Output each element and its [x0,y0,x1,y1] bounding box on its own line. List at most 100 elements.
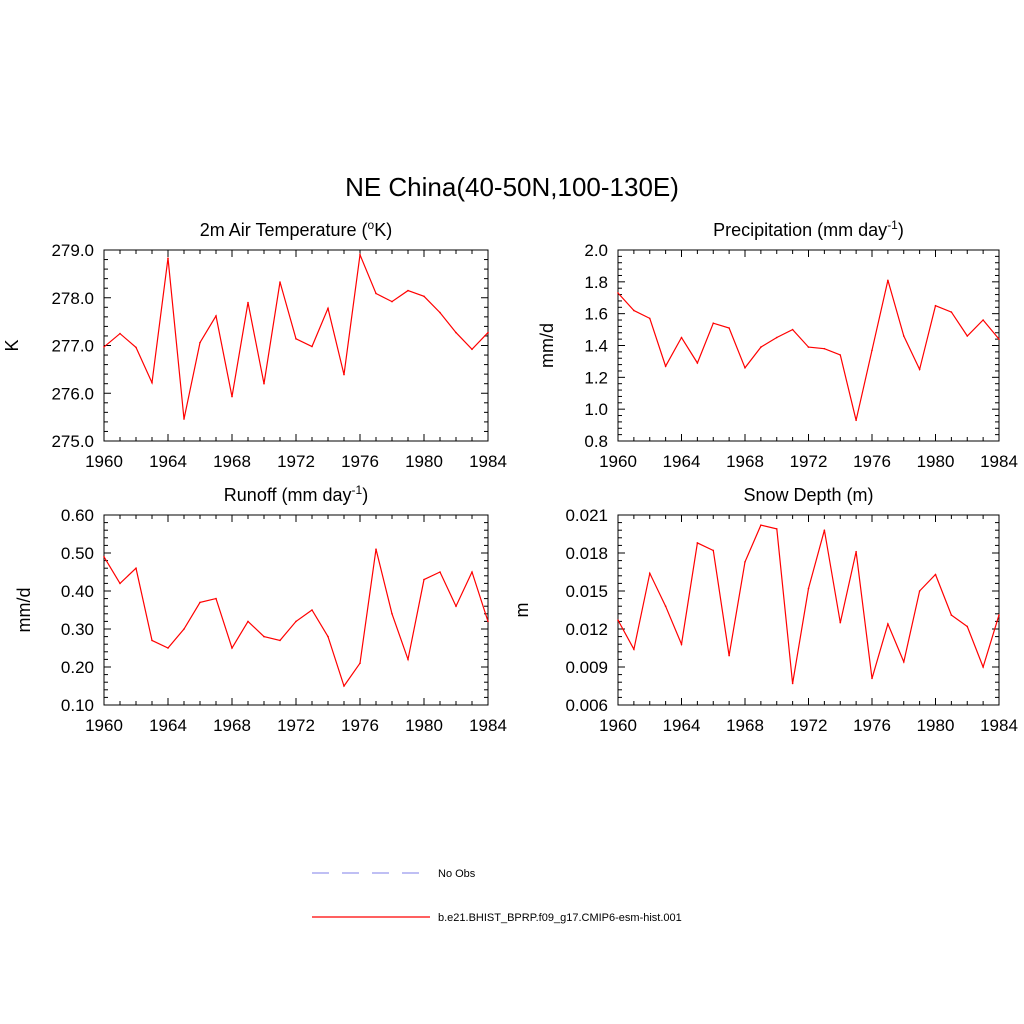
data-point [343,685,345,687]
data-point [359,253,361,256]
data-point [823,529,826,531]
data-point [183,418,185,420]
data-point [744,561,746,563]
y-tick-label: 277.0 [51,337,94,356]
y-tick-label: 0.006 [565,696,608,715]
data-point [775,528,778,530]
data-point [135,567,137,569]
main-title: NE China(40-50N,100-130E) [345,172,679,202]
data-point [966,625,969,628]
plot-frame [617,514,1000,706]
data-point [633,309,635,312]
data-point [680,643,683,645]
data-point [982,319,984,321]
data-point [151,381,153,384]
data-point [343,373,345,376]
x-tick-label: 1976 [853,452,891,471]
data-point [423,578,425,581]
data-point [375,548,377,550]
plot-frame [103,514,489,706]
x-tick-label: 1980 [917,452,955,471]
data-point [871,677,873,680]
data-point [617,292,619,294]
data-point [760,524,762,526]
data-point [279,639,281,642]
y-tick-label: 279.0 [51,241,94,260]
data-point [439,571,441,573]
data-point [167,257,169,259]
y-tick-label: 1.0 [584,400,608,419]
data-point [918,590,921,592]
data-point [696,362,699,364]
data-point [439,311,441,314]
y-tick-label: 0.40 [61,582,94,601]
series-line [617,280,1000,421]
data-point [423,295,425,298]
x-tick-label: 1960 [85,452,123,471]
data-point [487,331,489,334]
data-point [950,614,953,616]
data-point [471,571,473,573]
data-point [855,419,857,422]
data-point [807,587,810,590]
data-point [902,335,905,337]
data-point [103,556,105,558]
data-point [918,368,921,371]
data-point [215,597,217,600]
data-point [263,635,265,638]
legend-label: No Obs [438,868,476,880]
data-point [119,582,121,585]
panel-3: 1960 1964 1968 1972 1976 1980 1984 0.10 0.20 0.30… [14,483,507,735]
plot-frame [617,249,1000,442]
data-point [807,346,810,348]
data-point [215,315,217,317]
data-point [934,304,937,307]
y-tick-label: 0.012 [565,620,608,639]
y-tick-label: 0.8 [584,432,608,451]
data-point [311,609,313,611]
data-point [231,395,233,398]
data-point [327,635,329,638]
data-point [839,354,842,356]
legend: No Obs b.e21.BHIST_BPRP.f09_g17.CMIP6-esm… [312,868,682,924]
data-point [712,549,715,552]
data-point [998,614,1000,616]
data-point [617,619,619,621]
y-tick-label: 0.30 [61,620,94,639]
data-point [728,654,730,657]
panel-2: 1960 1964 1968 1972 1976 1980 1984 0.8 1.0 1.2 1.4… [537,218,1018,471]
data-point [247,301,249,304]
series-line [103,549,489,688]
x-tick-label: 1972 [277,716,315,735]
data-point [871,349,873,352]
x-tick-label: 1976 [341,452,379,471]
y-tick-label: 0.018 [565,544,608,563]
data-point [728,327,730,329]
x-tick-label: 1964 [149,716,187,735]
data-point [455,605,457,607]
data-point [664,605,667,607]
data-point [966,335,969,337]
data-point [407,289,409,292]
x-tick-label: 1960 [599,452,637,471]
data-point [231,647,233,649]
data-point [407,658,409,661]
x-tick-label: 1960 [85,716,123,735]
data-point [902,661,905,663]
x-tick-label: 1972 [790,716,828,735]
data-point [664,365,667,367]
x-tick-label: 1964 [663,716,701,735]
y-tick-label: 0.10 [61,696,94,715]
data-point [950,311,953,313]
data-point [183,628,185,630]
data-point [696,542,699,544]
y-tick-label: 0.015 [565,582,608,601]
data-point [247,620,249,623]
y-axis-label: mm/d [537,323,557,368]
data-point [633,648,635,651]
x-tick-label: 1984 [980,716,1018,735]
y-tick-label: 275.0 [51,432,94,451]
x-tick-label: 1960 [599,716,637,735]
data-point [295,620,297,623]
y-tick-label: 2.0 [584,241,608,260]
